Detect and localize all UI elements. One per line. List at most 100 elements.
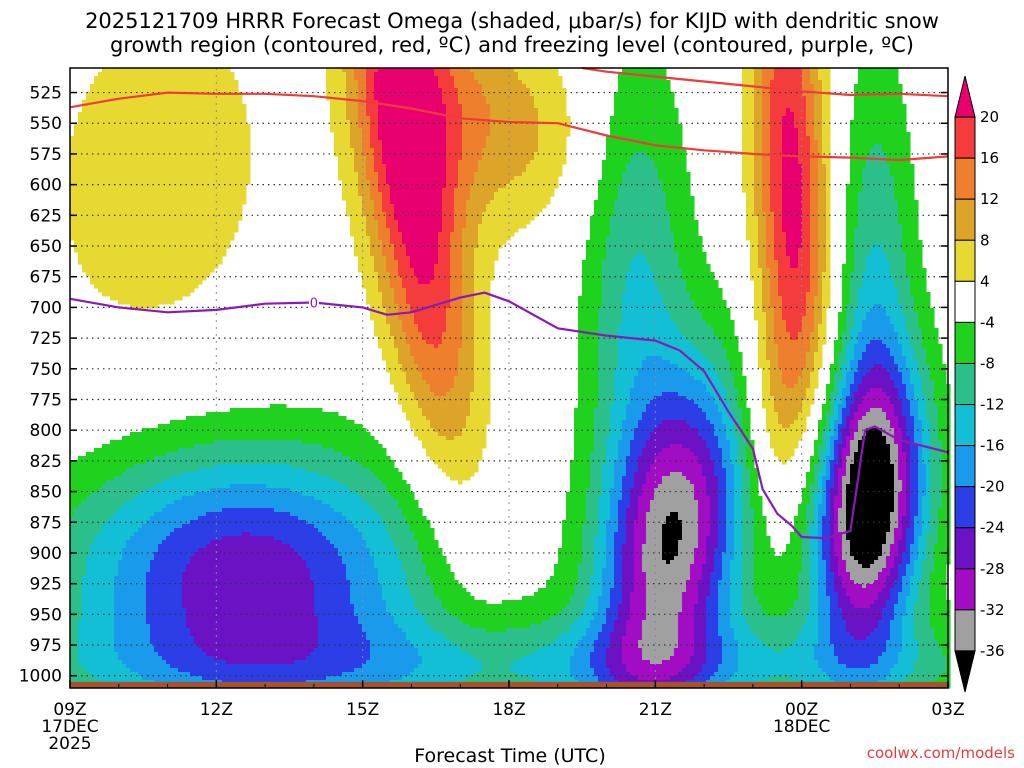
- omega-cell: [826, 176, 831, 181]
- omega-cell: [486, 156, 491, 161]
- omega-cell: [774, 156, 779, 161]
- omega-cell: [146, 112, 151, 117]
- omega-cell: [862, 140, 867, 145]
- omega-cell: [514, 144, 519, 149]
- omega-cell: [158, 108, 163, 113]
- omega-cell: [450, 160, 455, 165]
- omega-cell: [162, 116, 167, 121]
- omega-cell: [498, 156, 503, 161]
- omega-cell: [362, 88, 367, 93]
- omega-cell: [222, 120, 227, 125]
- omega-cell: [170, 68, 175, 73]
- omega-cell: [514, 84, 519, 89]
- omega-cell: [170, 144, 175, 149]
- omega-cell: [238, 156, 243, 161]
- omega-cell: [490, 84, 495, 89]
- omega-cell: [366, 80, 371, 85]
- omega-cell: [510, 112, 515, 117]
- omega-cell: [434, 160, 439, 165]
- omega-cell: [770, 168, 775, 173]
- omega-cell: [818, 156, 823, 161]
- omega-cell: [238, 188, 243, 193]
- omega-cell: [206, 100, 211, 105]
- omega-cell: [402, 68, 407, 73]
- omega-cell: [550, 140, 555, 145]
- omega-cell: [810, 188, 815, 193]
- omega-cell: [862, 116, 867, 121]
- omega-cell: [238, 132, 243, 137]
- omega-cell: [474, 144, 479, 149]
- omega-cell: [338, 108, 343, 113]
- omega-cell: [166, 148, 171, 153]
- omega-cell: [854, 164, 859, 169]
- omega-cell: [518, 100, 523, 105]
- omega-cell: [562, 104, 567, 109]
- omega-cell: [230, 168, 235, 173]
- omega-cell: [534, 128, 539, 133]
- omega-cell: [194, 68, 199, 73]
- omega-cell: [898, 144, 903, 149]
- omega-cell: [530, 144, 535, 149]
- omega-cell: [398, 88, 403, 93]
- omega-cell: [506, 116, 511, 121]
- omega-cell: [386, 132, 391, 137]
- omega-cell: [138, 188, 143, 193]
- omega-cell: [858, 120, 863, 125]
- omega-cell: [870, 168, 875, 173]
- omega-cell: [822, 140, 827, 145]
- omega-cell: [186, 152, 191, 157]
- omega-cell: [350, 104, 355, 109]
- omega-cell: [234, 116, 239, 121]
- omega-cell: [786, 180, 791, 185]
- omega-cell: [122, 144, 127, 149]
- omega-cell: [510, 124, 515, 129]
- omega-cell: [186, 104, 191, 109]
- omega-cell: [142, 180, 147, 185]
- omega-cell: [338, 100, 343, 105]
- omega-cell: [394, 176, 399, 181]
- omega-cell: [222, 188, 227, 193]
- omega-cell: [222, 116, 227, 121]
- omega-cell: [190, 156, 195, 161]
- omega-cell: [558, 168, 563, 173]
- omega-cell: [178, 132, 183, 137]
- omega-cell: [630, 144, 635, 149]
- omega-cell: [354, 188, 359, 193]
- omega-cell: [190, 80, 195, 85]
- omega-cell: [798, 96, 803, 101]
- omega-cell: [658, 112, 663, 117]
- omega-cell: [354, 116, 359, 121]
- omega-cell: [382, 164, 387, 169]
- omega-cell: [526, 112, 531, 117]
- omega-cell: [858, 176, 863, 181]
- omega-cell: [650, 68, 655, 73]
- omega-cell: [770, 188, 775, 193]
- omega-cell: [638, 112, 643, 117]
- omega-cell: [74, 172, 79, 177]
- omega-cell: [178, 184, 183, 189]
- omega-cell: [778, 116, 783, 121]
- omega-cell: [86, 100, 91, 105]
- omega-cell: [430, 108, 435, 113]
- omega-cell: [894, 120, 899, 125]
- omega-cell: [770, 124, 775, 129]
- omega-cell: [626, 156, 631, 161]
- omega-cell: [478, 140, 483, 145]
- omega-cell: [102, 68, 107, 73]
- omega-cell: [338, 112, 343, 117]
- omega-cell: [74, 164, 79, 169]
- omega-cell: [510, 100, 515, 105]
- omega-cell: [770, 100, 775, 105]
- omega-cell: [102, 88, 107, 93]
- omega-cell: [342, 72, 347, 77]
- omega-cell: [546, 164, 551, 169]
- omega-cell: [126, 116, 131, 121]
- omega-cell: [882, 176, 887, 181]
- omega-cell: [378, 144, 383, 149]
- omega-cell: [650, 140, 655, 145]
- omega-cell: [514, 184, 519, 189]
- omega-cell: [742, 92, 747, 97]
- omega-cell: [346, 124, 351, 129]
- omega-cell: [618, 120, 623, 125]
- omega-cell: [474, 72, 479, 77]
